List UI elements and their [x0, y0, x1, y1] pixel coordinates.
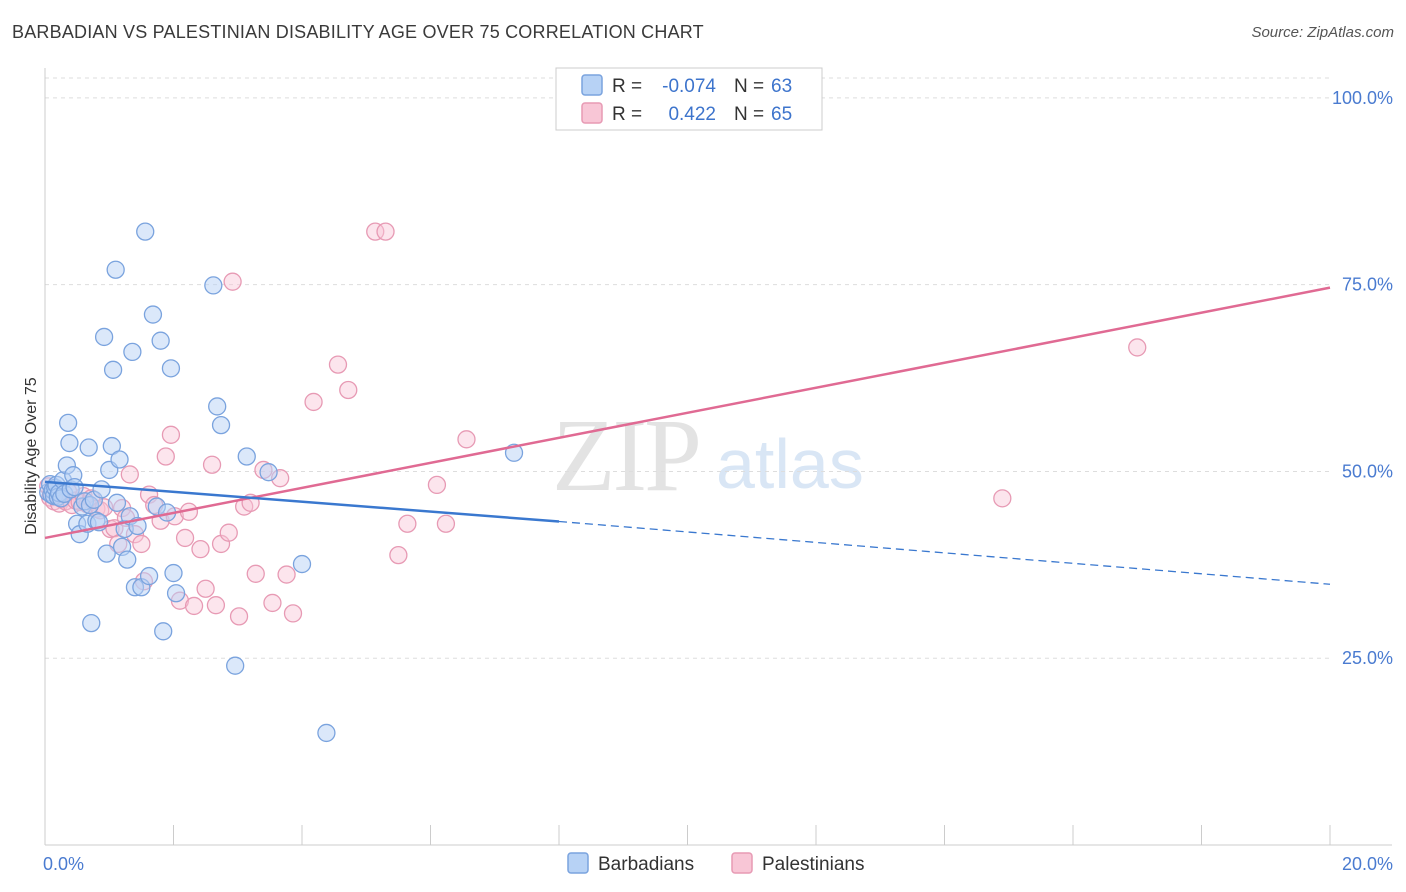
palestinians-point: [304, 392, 323, 412]
palestinians-point: [366, 222, 385, 241]
grid-lines: [45, 77, 1330, 659]
barbadians-point: [79, 438, 98, 457]
trend-lines: [44, 286, 1331, 585]
palestinians-point: [246, 564, 265, 583]
barbadians-point: [139, 566, 159, 586]
series-legend: Barbadians Palestinians: [567, 852, 864, 875]
palestinians-trend-line: [44, 286, 1331, 540]
legend-n-value-1: 63: [771, 76, 792, 97]
palestinians-point: [184, 596, 204, 616]
barbadians-point: [110, 450, 129, 469]
series-legend-label-barbadians: Barbadians: [598, 854, 694, 875]
palestinians-points: [39, 88, 1147, 626]
barbadians-point: [151, 331, 170, 350]
palestinians-point: [206, 596, 226, 615]
watermark-atlas: atlas: [716, 425, 864, 503]
palestinians-point: [283, 604, 303, 623]
barbadians-point: [166, 584, 186, 603]
palestinians-point: [436, 514, 456, 533]
palestinians-point: [175, 528, 195, 548]
barbadians-point: [259, 463, 278, 482]
barbadians-point: [94, 327, 114, 347]
palestinians-point: [120, 465, 139, 484]
barbadians-trend-extension: [558, 520, 1331, 585]
axes: [44, 68, 1392, 846]
legend-n-label-2: N =: [734, 104, 764, 125]
palestinians-point: [202, 455, 222, 474]
palestinians-point: [161, 425, 181, 444]
series-legend-label-palestinians: Palestinians: [762, 854, 864, 875]
legend-swatch-barbadians: [581, 74, 603, 96]
barbadians-point: [118, 550, 137, 569]
barbadians-point: [92, 480, 111, 499]
x-tick-label-min: 0.0%: [43, 854, 84, 874]
barbadians-points: [39, 222, 524, 743]
palestinians-point: [1128, 338, 1147, 357]
barbadians-point: [208, 397, 227, 416]
palestinians-point: [398, 514, 417, 533]
barbadians-point: [211, 415, 231, 435]
barbadians-point: [60, 433, 79, 453]
y-tick-label-25: 25.0%: [1342, 648, 1393, 668]
palestinians-point: [191, 539, 210, 559]
palestinians-point: [457, 430, 476, 449]
barbadians-point: [154, 622, 173, 641]
palestinians-point: [132, 534, 151, 554]
palestinians-point: [277, 565, 296, 584]
y-tick-label-100: 100.0%: [1332, 88, 1393, 108]
palestinians-point: [339, 380, 358, 400]
legend-swatch-palestinians: [581, 102, 603, 124]
legend-n-value-2: 65: [771, 104, 792, 125]
legend-r-value-2: 0.422: [668, 104, 716, 125]
barbadians-trend-line: [44, 480, 560, 523]
source-credit: Source: ZipAtlas.com: [1251, 24, 1394, 41]
barbadians-point: [292, 554, 312, 574]
y-axis-title: Disability Age Over 75: [23, 377, 40, 535]
barbadians-point: [123, 342, 142, 362]
barbadians-point: [107, 493, 127, 512]
legend-r-label-2: R =: [612, 104, 642, 125]
palestinians-point: [328, 355, 348, 374]
legend-r-label-1: R =: [612, 76, 642, 97]
palestinians-point: [223, 272, 242, 291]
stats-legend: R = -0.074 N = 63 R = 0.422 N = 65: [555, 67, 823, 131]
chart-title: BARBADIAN VS PALESTINIAN DISABILITY AGE …: [12, 22, 704, 42]
barbadians-point: [82, 613, 101, 633]
legend-r-value-1: -0.074: [662, 76, 716, 97]
palestinians-point: [196, 579, 215, 598]
legend-n-label-1: N =: [734, 76, 764, 97]
series-legend-swatch-barbadians: [567, 852, 589, 874]
series-legend-swatch-palestinians: [731, 852, 753, 874]
palestinians-point: [263, 593, 282, 613]
barbadians-point: [102, 436, 121, 456]
palestinians-point: [993, 489, 1012, 508]
x-tick-label-max: 20.0%: [1342, 854, 1393, 874]
barbadians-point: [58, 413, 78, 433]
tick-labels: 25.0% 50.0% 75.0% 100.0% 0.0% 20.0%: [43, 88, 1393, 874]
barbadians-point: [161, 359, 181, 378]
barbadians-point: [317, 723, 336, 743]
barbadians-point: [143, 305, 163, 324]
barbadians-point: [237, 447, 256, 466]
barbadians-point: [226, 656, 245, 675]
barbadians-point: [106, 260, 125, 279]
barbadians-point: [204, 276, 223, 295]
barbadians-point: [164, 563, 183, 583]
palestinians-point: [219, 523, 238, 542]
barbadians-point: [65, 477, 84, 497]
barbadians-point: [103, 360, 123, 379]
palestinians-point: [156, 447, 175, 466]
barbadians-point: [136, 222, 155, 241]
watermark-zip: ZIP: [552, 398, 699, 513]
palestinians-point: [389, 545, 408, 565]
palestinians-point: [427, 475, 447, 495]
palestinians-point: [229, 607, 249, 626]
y-tick-label-50: 50.0%: [1342, 461, 1393, 481]
palestinians-point: [376, 222, 395, 241]
y-tick-label-75: 75.0%: [1342, 275, 1393, 295]
barbadians-point: [97, 544, 116, 563]
